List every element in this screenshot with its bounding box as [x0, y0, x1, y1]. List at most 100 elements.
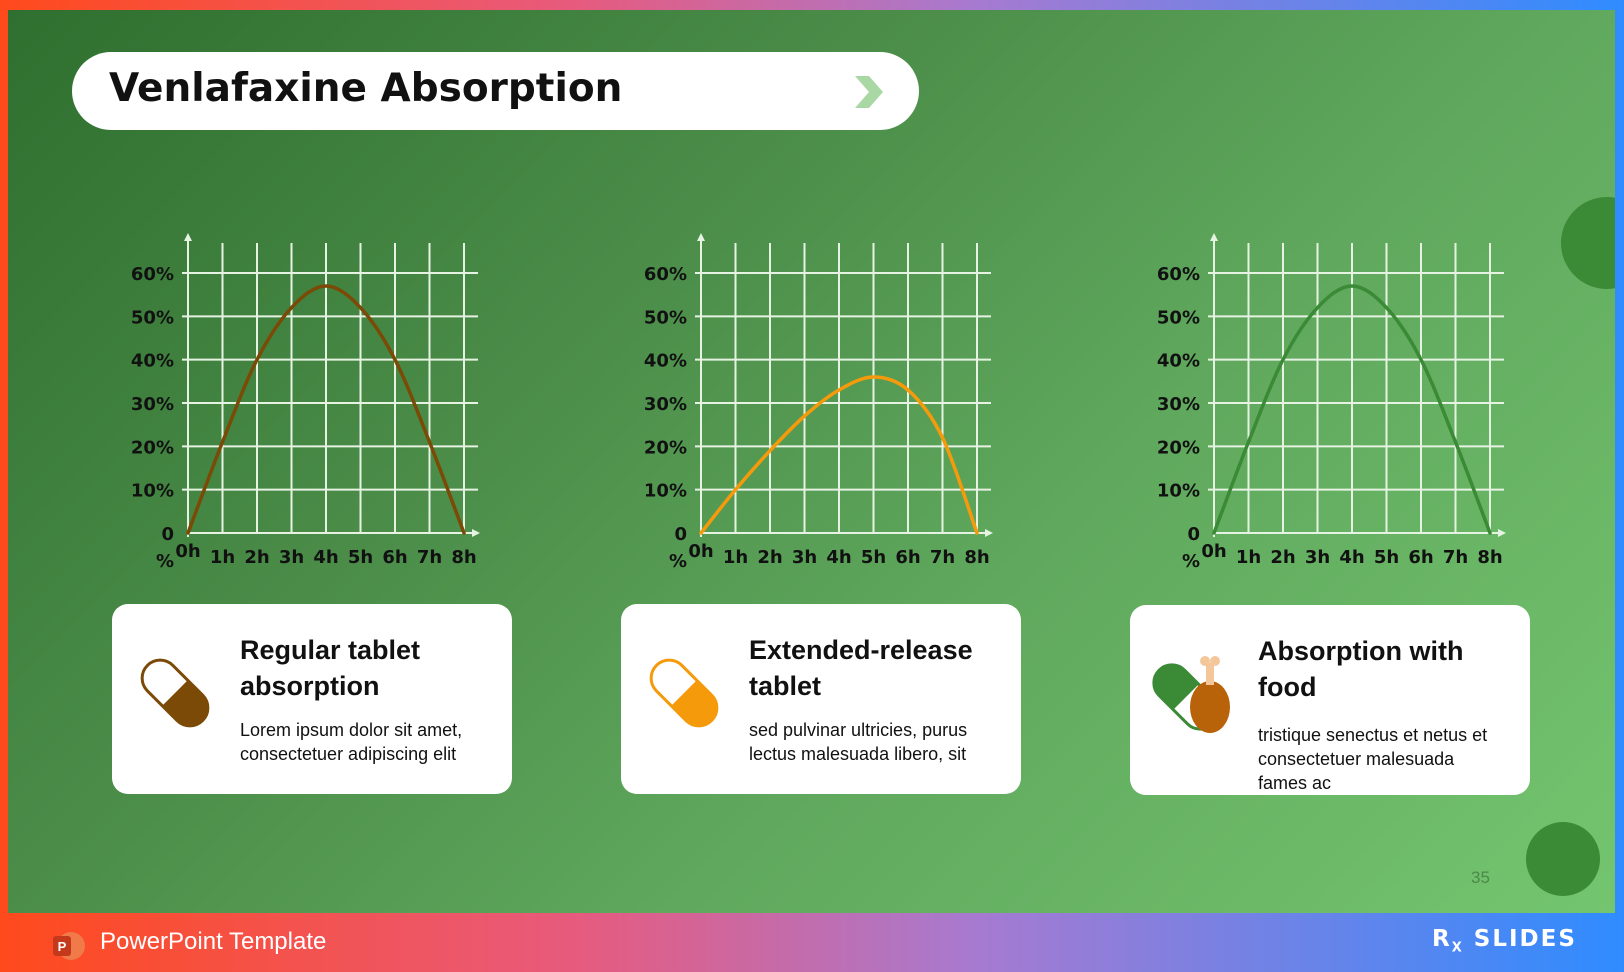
x-tick-label: 5h	[1374, 547, 1399, 568]
y-unit-label: %	[669, 551, 687, 572]
y-tick-label: 20%	[644, 437, 687, 458]
y-tick-label: 20%	[131, 437, 174, 458]
chart-svg: 0 10% 20% 30% 40% 50% 60%% 0h 1h 2h 3h 4h 5h 6h 7h 8h	[1157, 233, 1506, 572]
y-axis-arrow	[184, 233, 192, 241]
y-unit-label: %	[1182, 551, 1200, 572]
x-tick-label: 5h	[348, 547, 373, 568]
x-tick-label: 2h	[757, 547, 782, 568]
chart-with-food: 0 10% 20% 30% 40% 50% 60%% 0h 1h 2h 3h 4h 5h 6h 7h 8h	[1134, 225, 1534, 595]
x-tick-label: 2h	[244, 547, 269, 568]
card-desc-line: consectetuer malesuada	[1258, 749, 1455, 769]
y-tick-label: 50%	[1157, 307, 1200, 328]
card-description: tristique senectus et netus et consectet…	[1258, 723, 1487, 795]
capsule-and-drumstick-icon	[1152, 656, 1230, 733]
x-tick-label: 6h	[895, 547, 920, 568]
x-tick-label: 0h	[688, 541, 713, 562]
chart-svg: 0 10% 20% 30% 40% 50% 60%% 0h 1h 2h 3h 4h 5h 6h 7h 8h	[131, 233, 480, 572]
x-tick-label: 1h	[723, 547, 748, 568]
decorative-circle-right	[1561, 197, 1615, 289]
card-desc-line: Lorem ipsum dolor sit amet,	[240, 720, 463, 740]
page-number: 35	[1471, 868, 1490, 887]
x-tick-label: 4h	[1339, 547, 1364, 568]
y-tick-label: 50%	[131, 307, 174, 328]
y-axis-arrow	[1210, 233, 1218, 241]
x-tick-label: 4h	[826, 547, 851, 568]
card-with-food: Absorption with food tristique senectus …	[1130, 605, 1530, 795]
card-title: Absorption with food	[1258, 633, 1463, 705]
x-axis-arrow	[472, 529, 480, 537]
card-desc-line: sed pulvinar ultricies, purus	[749, 720, 968, 740]
card-extended-release: Extended-release tablet sed pulvinar ult…	[621, 604, 1021, 794]
x-tick-label: 7h	[417, 547, 442, 568]
y-tick-label: 30%	[131, 394, 174, 415]
footer-label: PowerPoint Template	[100, 928, 327, 955]
y-tick-label: 40%	[1157, 351, 1200, 372]
card-title-line: Regular tablet	[240, 635, 421, 665]
x-tick-label: 2h	[1270, 547, 1295, 568]
y-tick-label: 30%	[644, 394, 687, 415]
y-tick-label: 10%	[644, 481, 687, 502]
x-tick-label: 3h	[792, 547, 817, 568]
y-tick-label: 60%	[131, 264, 174, 285]
chart-extended-release: 0 10% 20% 30% 40% 50% 60%% 0h 1h 2h 3h 4h 5h 6h 7h 8h	[621, 225, 1021, 595]
decorative-circle-bottom	[1526, 822, 1600, 896]
slide-title: Venlafaxine Absorption	[109, 66, 623, 111]
x-tick-label: 6h	[382, 547, 407, 568]
card-desc-line: lectus malesuada libero, sit	[749, 744, 967, 764]
card-title-line: tablet	[749, 671, 822, 701]
svg-text:P: P	[58, 939, 67, 954]
y-unit-label: %	[156, 551, 174, 572]
series-line	[1212, 284, 1492, 535]
chevron-right-icon	[855, 76, 883, 108]
y-tick-label: 10%	[131, 481, 174, 502]
y-tick-label: 0	[161, 524, 174, 545]
y-tick-label: 40%	[131, 351, 174, 372]
y-tick-label: 60%	[1157, 264, 1200, 285]
x-axis-arrow	[1498, 529, 1506, 537]
slide-canvas: Venlafaxine Absorption 0 10% 20% 30% 40% 50% 6…	[8, 10, 1615, 913]
x-tick-label: 0h	[175, 541, 200, 562]
x-tick-label: 0h	[1201, 541, 1226, 562]
y-tick-label: 40%	[644, 351, 687, 372]
series-line	[699, 375, 979, 535]
x-tick-label: 3h	[279, 547, 304, 568]
card-description: sed pulvinar ultricies, purus lectus mal…	[749, 718, 967, 766]
x-tick-label: 7h	[930, 547, 955, 568]
x-tick-label: 1h	[1236, 547, 1261, 568]
x-tick-label: 6h	[1408, 547, 1433, 568]
card-desc-line: tristique senectus et netus et	[1258, 725, 1488, 745]
card-title-line: Absorption with	[1258, 636, 1464, 666]
x-tick-label: 5h	[861, 547, 886, 568]
series-line	[186, 284, 466, 535]
card-title-line: food	[1258, 672, 1317, 702]
card-title-line: absorption	[240, 671, 380, 701]
chart-regular-tablet: 0 10% 20% 30% 40% 50% 60%% 0h 1h 2h 3h 4h 5h 6h 7h 8h	[108, 225, 508, 595]
x-tick-label: 7h	[1443, 547, 1468, 568]
card-title: Regular tablet absorption	[240, 632, 420, 704]
card-desc-line: consectetuer adipiscing elit	[240, 744, 457, 764]
y-tick-label: 30%	[1157, 394, 1200, 415]
x-axis-arrow	[985, 529, 993, 537]
x-tick-label: 8h	[964, 547, 989, 568]
brand-rest: SLIDES	[1473, 926, 1577, 952]
y-tick-label: 0	[674, 524, 687, 545]
x-tick-label: 1h	[210, 547, 235, 568]
brand-sub: X	[1451, 940, 1464, 956]
y-tick-label: 10%	[1157, 481, 1200, 502]
title-pill: Venlafaxine Absorption	[72, 52, 919, 130]
x-tick-label: 3h	[1305, 547, 1330, 568]
card-title-line: Extended-release	[749, 635, 973, 665]
y-tick-label: 50%	[644, 307, 687, 328]
x-tick-label: 8h	[451, 547, 476, 568]
powerpoint-icon: P	[53, 932, 85, 960]
card-desc-line: fames ac	[1258, 773, 1332, 793]
x-tick-label: 8h	[1477, 547, 1502, 568]
y-tick-label: 20%	[1157, 437, 1200, 458]
brand-logo: RX SLIDES	[1432, 926, 1577, 956]
card-title: Extended-release tablet	[749, 632, 973, 704]
card-description: Lorem ipsum dolor sit amet, consectetuer…	[240, 718, 462, 766]
x-tick-label: 4h	[313, 547, 338, 568]
y-tick-label: 60%	[644, 264, 687, 285]
card-regular-tablet: Regular tablet absorption Lorem ipsum do…	[112, 604, 512, 794]
y-tick-label: 0	[1187, 524, 1200, 545]
